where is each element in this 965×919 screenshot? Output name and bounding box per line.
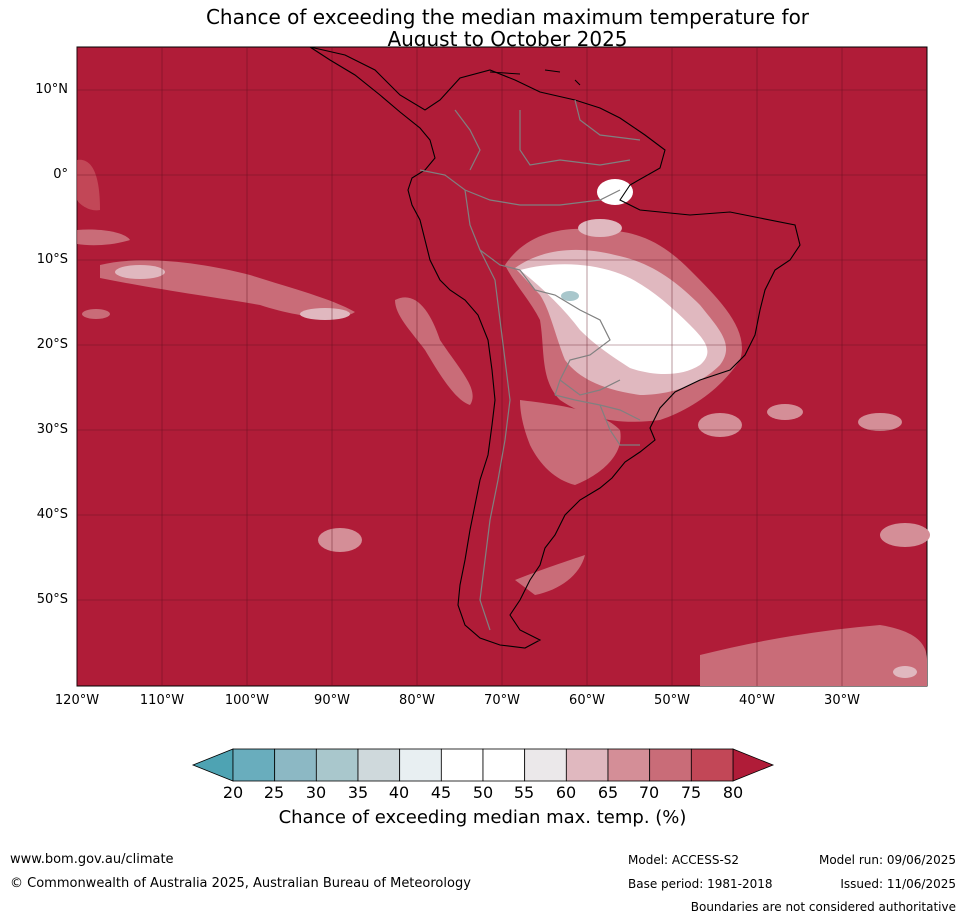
lon-label-70w: 70°W bbox=[484, 693, 520, 708]
lon-label-40w: 40°W bbox=[739, 693, 775, 708]
colorbar-tick-30: 30 bbox=[305, 783, 327, 802]
website-link[interactable]: www.bom.gov.au/climate bbox=[10, 852, 174, 867]
region-atlantic-4 bbox=[880, 523, 930, 547]
region-atlantic-2 bbox=[767, 404, 803, 420]
colorbar-tick-80: 80 bbox=[722, 783, 744, 802]
model-run-text: Model run: 09/06/2025 bbox=[818, 853, 956, 867]
colorbar-tick-35: 35 bbox=[347, 783, 369, 802]
colorbar-tick-45: 45 bbox=[430, 783, 452, 802]
colorbar-segment bbox=[315, 748, 359, 782]
lat-label-10s: 10°S bbox=[36, 252, 68, 267]
lon-label-60w: 60°W bbox=[569, 693, 605, 708]
model-text: Model: ACCESS-S2 bbox=[628, 853, 740, 867]
colorbar-segment bbox=[690, 748, 734, 782]
colorbar-segment bbox=[524, 748, 567, 782]
south-america-coastline bbox=[309, 46, 801, 649]
map-title-line2: August to October 2025 bbox=[387, 27, 628, 51]
colorbar-segment bbox=[565, 748, 609, 782]
colorbar-tick-40: 40 bbox=[388, 783, 410, 802]
lon-label-30w: 30°W bbox=[824, 693, 860, 708]
lat-label-20s: 20°S bbox=[36, 337, 68, 352]
lon-label-50w: 50°W bbox=[654, 693, 690, 708]
colorbar-tick-75: 75 bbox=[680, 783, 702, 802]
lat-label-0: 0° bbox=[53, 167, 68, 182]
lat-label-10n: 10°N bbox=[35, 82, 68, 97]
region-north-2 bbox=[578, 219, 622, 237]
lat-label-30s: 30°S bbox=[36, 422, 68, 437]
region-chile-offshore bbox=[395, 297, 473, 405]
colorbar-tick-55: 55 bbox=[513, 783, 535, 802]
colorbar-segment bbox=[440, 748, 484, 782]
gridlines bbox=[76, 47, 927, 686]
lat-label-40s: 40°S bbox=[36, 507, 68, 522]
region-pacific-west bbox=[77, 229, 130, 246]
lon-label-90w: 90°W bbox=[314, 693, 350, 708]
region-south-atlantic bbox=[515, 555, 585, 595]
lon-label-80w: 80°W bbox=[399, 693, 435, 708]
colorbar-segment bbox=[482, 748, 526, 782]
region-pacific-south-2 bbox=[318, 528, 362, 552]
region-atlantic-1 bbox=[698, 413, 742, 437]
colorbar-segment bbox=[274, 748, 317, 782]
colorbar-segment bbox=[357, 748, 401, 782]
colorbar-tick-65: 65 bbox=[597, 783, 619, 802]
colorbar-segments bbox=[232, 748, 734, 782]
country-borders bbox=[419, 99, 641, 631]
colorbar-tick-60: 60 bbox=[555, 783, 577, 802]
region-southern-spot bbox=[893, 666, 917, 678]
lat-label-50s: 50°S bbox=[36, 592, 68, 607]
colorbar-segment bbox=[232, 748, 276, 782]
colorbar-title: Chance of exceeding median max. temp. (%… bbox=[278, 807, 687, 828]
lon-label-110w: 110°W bbox=[139, 693, 185, 708]
colorbar-segment bbox=[607, 748, 651, 782]
anomaly-regions bbox=[77, 159, 930, 686]
disclaimer-text: Boundaries are not considered authoritat… bbox=[690, 900, 956, 914]
region-pacific-streak bbox=[100, 260, 355, 318]
colorbar-tick-70: 70 bbox=[638, 783, 660, 802]
colorbar-tick-20: 20 bbox=[222, 783, 244, 802]
region-argentina bbox=[520, 400, 621, 485]
region-atlantic-3 bbox=[858, 413, 902, 431]
colorbar-below-arrow bbox=[191, 748, 234, 782]
lon-label-120w: 120°W bbox=[54, 693, 100, 708]
colorbar-tick-25: 25 bbox=[263, 783, 285, 802]
region-pacific-spot-1 bbox=[115, 265, 165, 279]
region-pacific-south bbox=[82, 309, 110, 319]
region-blue-spot bbox=[561, 291, 579, 301]
issued-text: Issued: 11/06/2025 bbox=[840, 877, 956, 891]
region-pacific-spot-2 bbox=[300, 308, 350, 320]
colorbar-segment bbox=[649, 748, 692, 782]
colorbar bbox=[191, 748, 775, 782]
base-period-text: Base period: 1981-2018 bbox=[628, 877, 773, 891]
colorbar-segment bbox=[399, 748, 442, 782]
map-title-line1: Chance of exceeding the median maximum t… bbox=[205, 5, 810, 29]
region-pacific-far-west bbox=[77, 159, 100, 211]
colorbar-above-arrow bbox=[732, 748, 775, 782]
lon-label-100w: 100°W bbox=[224, 693, 270, 708]
caribbean-islands bbox=[489, 69, 581, 86]
colorbar-tick-50: 50 bbox=[472, 783, 494, 802]
copyright-text: © Commonwealth of Australia 2025, Austra… bbox=[10, 876, 471, 891]
